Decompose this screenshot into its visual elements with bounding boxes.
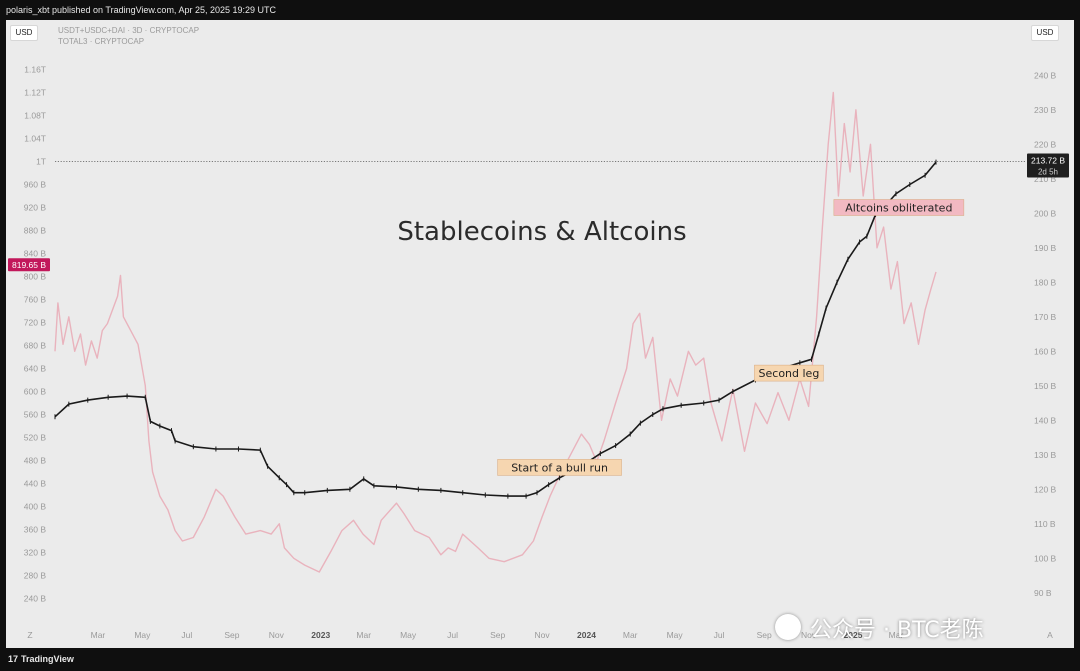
wechat-icon (775, 614, 801, 640)
x-axis-tick-7: Mar (356, 630, 371, 640)
x-axis-tick-3: Jul (181, 630, 192, 640)
tradingview-brand: TradingView (21, 654, 74, 664)
left-axis-tick-16: 880 B (24, 226, 47, 236)
left-axis-tick-4: 400 B (24, 502, 47, 512)
annotation-text-1: Second leg (759, 367, 820, 380)
right-axis-tick-9: 180 B (1034, 277, 1057, 287)
right-price-label-text: 213.72 B (1031, 156, 1065, 166)
publisher-bar: polaris_xbt published on TradingView.com… (0, 0, 1080, 20)
left-axis-tick-23: 1.16T (24, 65, 46, 75)
left-axis-tick-2: 320 B (24, 548, 47, 558)
x-axis-tick-19: Mar (889, 630, 904, 640)
left-axis-tick-1: 280 B (24, 571, 47, 581)
left-axis-tick-13: 760 B (24, 295, 47, 305)
left-axis-tick-19: 1T (36, 157, 46, 167)
annotation-text-2: Altcoins obliterated (845, 202, 952, 215)
left-axis-tick-10: 640 B (24, 364, 47, 374)
chart-title: Stablecoins & Altcoins (397, 217, 686, 247)
left-axis-tick-20: 1.04T (24, 134, 46, 144)
left-axis-tick-3: 360 B (24, 525, 47, 535)
left-axis-tick-5: 440 B (24, 479, 47, 489)
annotation-box-1 (754, 364, 824, 382)
x-axis-tick-1: Mar (91, 630, 106, 640)
left-axis-tick-11: 680 B (24, 341, 47, 351)
x-axis-tick-6: 2023 (311, 630, 330, 640)
x-axis-tick-15: Jul (714, 630, 725, 640)
left-axis-tick-9: 600 B (24, 387, 47, 397)
right-axis-tick-10: 190 B (1034, 243, 1057, 253)
left-price-label-text: 819.65 B (12, 260, 46, 270)
right-axis-tick-14: 230 B (1034, 105, 1057, 115)
x-axis-tick-11: Nov (535, 630, 551, 640)
x-axis-tick-2: May (134, 630, 151, 640)
left-currency-button[interactable]: USD (10, 25, 38, 41)
left-axis-tick-14: 800 B (24, 272, 47, 282)
watermark-text: 公众号 · BTC老陈 (810, 618, 984, 643)
chart-canvas: 240 B 280 B 320 B 360 B 400 B 440 B 480 B 520 B… (8, 65, 1069, 640)
left-axis-tick-12: 720 B (24, 318, 47, 328)
series-stablecoins-line (54, 161, 937, 497)
left-axis-tick-22: 1.12T (24, 88, 46, 98)
x-axis-tick-20: A (1047, 630, 1053, 640)
series-total3-line (54, 91, 937, 573)
tradingview-logo: 17 TradingView (8, 648, 74, 671)
right-axis-tick-11: 200 B (1034, 208, 1057, 218)
right-axis-tick-8: 170 B (1034, 312, 1057, 322)
chart-panel (6, 20, 1074, 648)
x-axis-tick-0: Z (27, 630, 32, 640)
right-axis-tick-4: 130 B (1034, 450, 1057, 460)
x-axis-tick-10: Sep (490, 630, 505, 640)
right-axis-tick-2: 110 B (1034, 519, 1056, 529)
x-axis-tick-14: May (667, 630, 684, 640)
legend-entry-total3: TOTAL3 · CRYPTOCAP (58, 37, 145, 46)
right-axis-tick-12: 210 B (1034, 174, 1057, 184)
right-price-label-subtext: 2d 5h (1038, 168, 1058, 177)
annotation-text-0: Start of a bull run (511, 461, 608, 474)
left-axis-tick-21: 1.08T (24, 111, 46, 121)
annotation-box-2 (833, 199, 965, 216)
right-axis-tick-6: 150 B (1034, 381, 1057, 391)
chart-legend: USDT+USDC+DAI · 3D · CRYPTOCAP TOTAL3 · … (58, 25, 199, 47)
right-axis-tick-5: 140 B (1034, 415, 1057, 425)
right-axis-tick-1: 100 B (1034, 553, 1057, 563)
left-axis-tick-17: 920 B (24, 203, 47, 213)
left-price-label-box (8, 258, 50, 272)
x-axis-tick-9: Jul (447, 630, 458, 640)
right-axis-tick-7: 160 B (1034, 346, 1057, 356)
x-axis-tick-13: Mar (623, 630, 638, 640)
legend-entry-stablecoins: USDT+USDC+DAI · 3D · CRYPTOCAP (58, 26, 200, 35)
x-axis-tick-16: Sep (757, 630, 772, 640)
right-axis-tick-13: 220 B (1034, 139, 1057, 149)
x-axis-tick-8: May (400, 630, 417, 640)
left-axis-tick-0: 240 B (24, 594, 47, 604)
tradingview-logo-icon: 17 (8, 654, 19, 664)
right-axis-tick-0: 90 B (1034, 588, 1052, 598)
left-axis-tick-18: 960 B (24, 180, 47, 190)
left-axis-tick-15: 840 B (24, 249, 47, 259)
annotation-box-0 (497, 459, 622, 476)
right-price-label-box (1027, 153, 1069, 178)
left-axis-tick-8: 560 B (24, 410, 47, 420)
left-axis-tick-7: 520 B (24, 433, 47, 443)
x-axis-tick-5: Nov (269, 630, 285, 640)
x-axis-tick-17: Nov (801, 630, 817, 640)
publisher-line: polaris_xbt published on TradingView.com… (6, 5, 276, 15)
left-axis-tick-6: 480 B (24, 456, 47, 466)
x-axis-tick-18: 2025 (844, 630, 863, 640)
right-currency-button[interactable]: USD (1031, 25, 1059, 41)
footer-bar: 17 TradingView (0, 648, 1080, 671)
x-axis-tick-4: Sep (224, 630, 239, 640)
x-axis-tick-12: 2024 (577, 630, 596, 640)
right-axis-tick-15: 240 B (1034, 70, 1057, 80)
right-axis-tick-3: 120 B (1034, 484, 1057, 494)
